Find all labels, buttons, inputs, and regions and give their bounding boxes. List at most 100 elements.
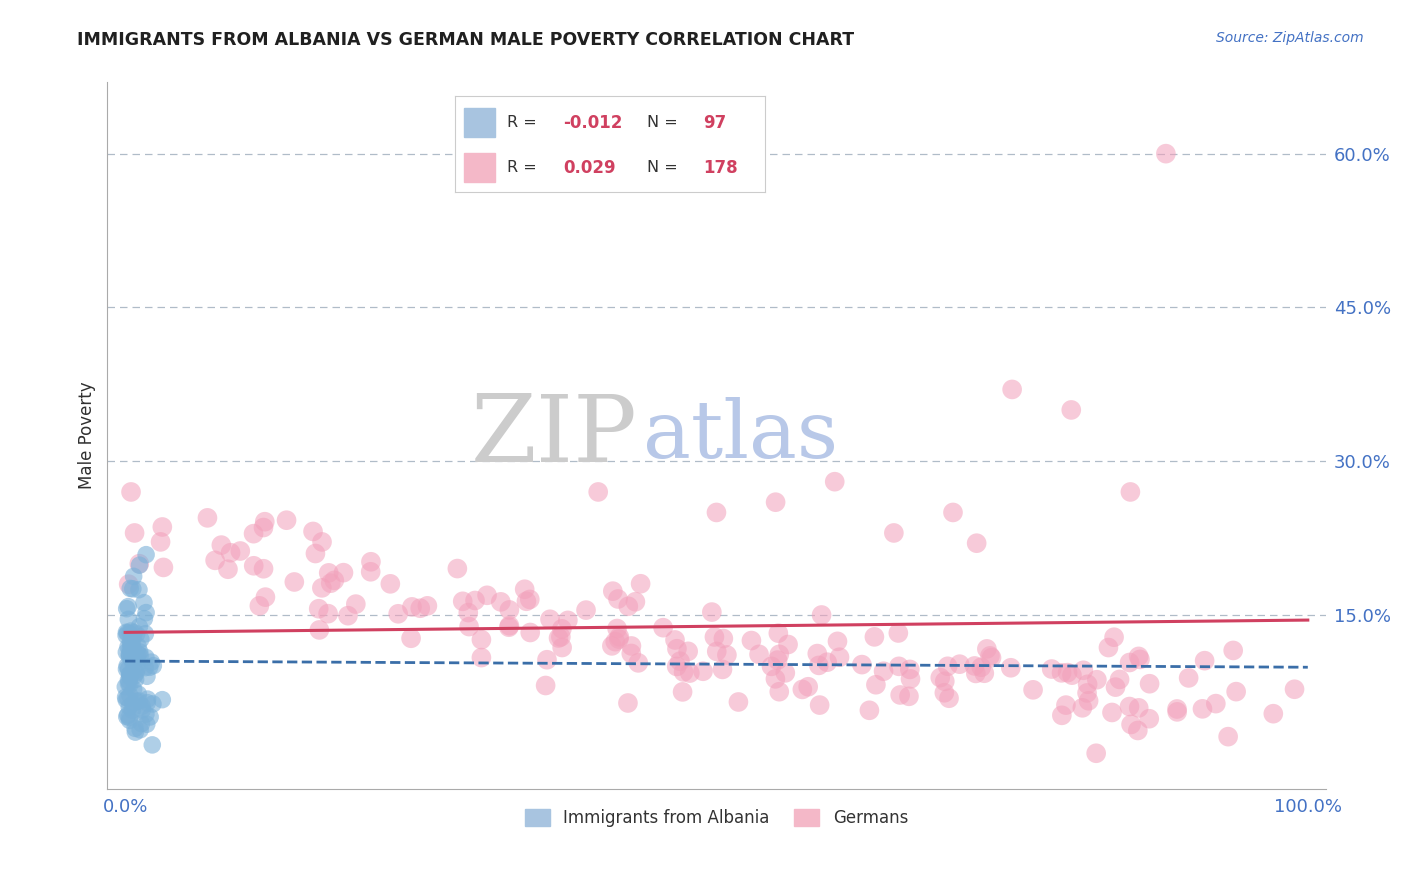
Point bbox=[711, 632, 734, 646]
Point bbox=[748, 648, 770, 662]
Point bbox=[139, 710, 162, 724]
Point bbox=[121, 651, 143, 665]
Point bbox=[399, 632, 422, 646]
Point bbox=[121, 648, 143, 663]
Point bbox=[121, 633, 143, 648]
Point bbox=[387, 607, 409, 621]
Point bbox=[498, 618, 520, 632]
Point bbox=[810, 607, 832, 622]
Point bbox=[124, 725, 146, 739]
Point bbox=[457, 606, 479, 620]
Point bbox=[1222, 643, 1244, 657]
Point bbox=[118, 689, 141, 703]
Point bbox=[1119, 717, 1142, 731]
Point bbox=[765, 495, 787, 509]
Point bbox=[121, 640, 143, 654]
Point bbox=[125, 657, 148, 671]
Point bbox=[1071, 701, 1094, 715]
Point bbox=[125, 665, 148, 680]
Point bbox=[1073, 663, 1095, 677]
Point bbox=[229, 544, 252, 558]
Point bbox=[938, 691, 960, 706]
Point bbox=[700, 605, 723, 619]
Point bbox=[136, 696, 159, 710]
Point bbox=[575, 603, 598, 617]
Point bbox=[761, 659, 783, 673]
Point bbox=[464, 593, 486, 607]
Point bbox=[665, 659, 688, 673]
Point bbox=[519, 592, 541, 607]
Point bbox=[242, 526, 264, 541]
Point bbox=[706, 505, 728, 519]
Point bbox=[114, 690, 136, 705]
Point bbox=[620, 647, 643, 661]
Point bbox=[308, 601, 330, 615]
Point bbox=[152, 560, 174, 574]
Point bbox=[129, 632, 152, 647]
Point bbox=[551, 640, 574, 655]
Point bbox=[115, 659, 138, 673]
Point bbox=[128, 620, 150, 634]
Point bbox=[1166, 705, 1188, 719]
Point bbox=[247, 599, 270, 613]
Point bbox=[138, 660, 160, 674]
Point bbox=[149, 534, 172, 549]
Point bbox=[489, 595, 512, 609]
Point bbox=[124, 625, 146, 640]
Point bbox=[865, 678, 887, 692]
Point bbox=[498, 603, 520, 617]
Point bbox=[302, 524, 325, 539]
Point bbox=[283, 574, 305, 589]
Point bbox=[1166, 702, 1188, 716]
Point bbox=[252, 562, 274, 576]
Point bbox=[336, 608, 359, 623]
Text: Source: ZipAtlas.com: Source: ZipAtlas.com bbox=[1216, 31, 1364, 45]
Point bbox=[607, 630, 630, 644]
Point bbox=[332, 566, 354, 580]
Point bbox=[1022, 682, 1045, 697]
Point bbox=[1085, 746, 1108, 760]
Point bbox=[627, 656, 650, 670]
Point bbox=[134, 612, 156, 626]
Point bbox=[129, 648, 152, 663]
Point bbox=[135, 707, 157, 722]
Point bbox=[115, 709, 138, 723]
Point bbox=[118, 649, 141, 664]
Point bbox=[115, 628, 138, 642]
Point bbox=[1225, 684, 1247, 698]
Point bbox=[1119, 485, 1142, 500]
Point bbox=[768, 648, 790, 662]
Point bbox=[979, 648, 1001, 663]
Point bbox=[1284, 682, 1306, 697]
Point bbox=[311, 581, 333, 595]
Point bbox=[1108, 673, 1130, 687]
Point bbox=[122, 569, 145, 583]
Point bbox=[416, 599, 439, 613]
Point bbox=[976, 641, 998, 656]
Point bbox=[883, 525, 905, 540]
Point bbox=[121, 652, 143, 666]
Point bbox=[1205, 697, 1227, 711]
Point bbox=[122, 682, 145, 697]
Point bbox=[134, 660, 156, 674]
Point bbox=[606, 622, 628, 636]
Point bbox=[1077, 677, 1099, 691]
Point bbox=[125, 627, 148, 641]
Point bbox=[557, 613, 579, 627]
Point bbox=[129, 723, 152, 737]
Point bbox=[311, 535, 333, 549]
Point bbox=[1194, 654, 1216, 668]
Point bbox=[117, 673, 139, 688]
Point bbox=[1191, 702, 1213, 716]
Point bbox=[1128, 701, 1150, 715]
Point bbox=[963, 659, 986, 673]
Point bbox=[136, 669, 159, 683]
Point bbox=[122, 657, 145, 671]
Point bbox=[409, 601, 432, 615]
Point bbox=[121, 582, 143, 596]
Point bbox=[498, 620, 520, 634]
Point bbox=[602, 584, 624, 599]
Point bbox=[128, 645, 150, 659]
Point bbox=[118, 699, 141, 714]
Point bbox=[117, 676, 139, 690]
